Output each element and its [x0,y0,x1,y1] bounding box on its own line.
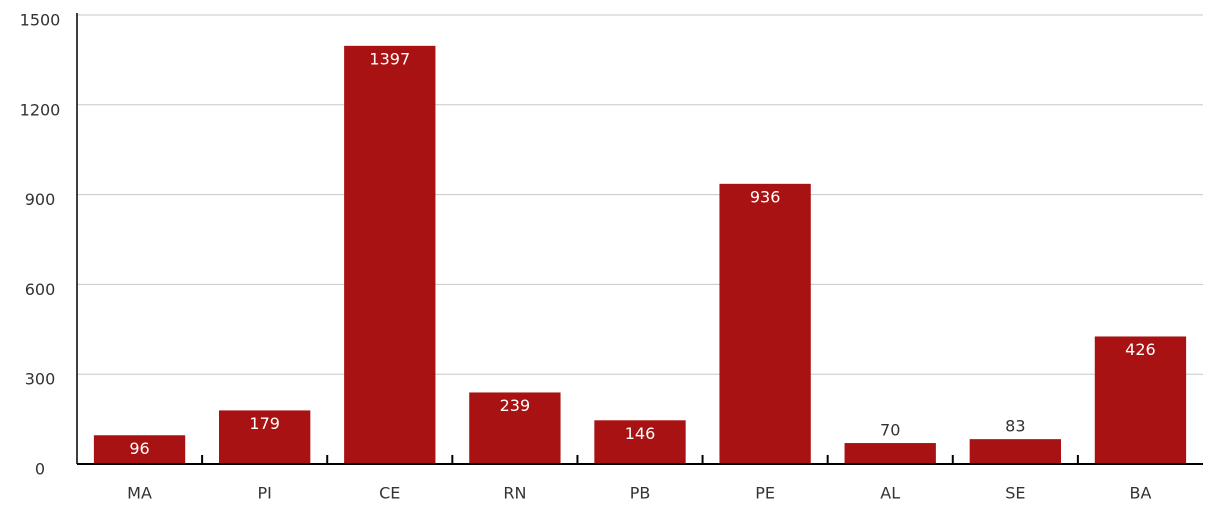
bar [844,443,936,464]
y-tick-label: 300 [25,370,56,389]
data-label: 96 [129,439,149,458]
bar [469,392,561,464]
bar [1094,336,1187,464]
data-label: 1397 [369,49,410,68]
data-label: 179 [249,414,280,433]
y-tick-label: 1200 [20,100,61,119]
x-tick-label: CE [379,484,400,503]
data-label: 239 [500,396,531,415]
data-label: 146 [625,424,656,443]
x-tick-label: PE [755,484,775,503]
bar [719,183,811,464]
x-tick-label: MA [127,484,152,503]
bar [219,410,311,464]
x-tick-label: BA [1129,484,1151,503]
y-tick-label: 600 [25,280,56,299]
x-tick-label: SE [1005,484,1025,503]
bar [969,439,1061,464]
data-label: 83 [1005,417,1025,436]
x-tick-label: RN [503,484,526,503]
bar [344,45,436,465]
x-tick-label: AL [880,484,900,503]
y-tick-label: 0 [35,460,45,479]
data-label: 426 [1125,340,1156,359]
x-tick-label: PI [257,484,271,503]
y-tick-label: 900 [25,190,56,209]
y-tick-label: 1500 [20,11,61,30]
bar [93,435,186,464]
x-tick-label: PB [630,484,651,503]
bar [594,420,686,464]
data-label: 936 [750,187,781,206]
data-label: 70 [880,421,900,440]
